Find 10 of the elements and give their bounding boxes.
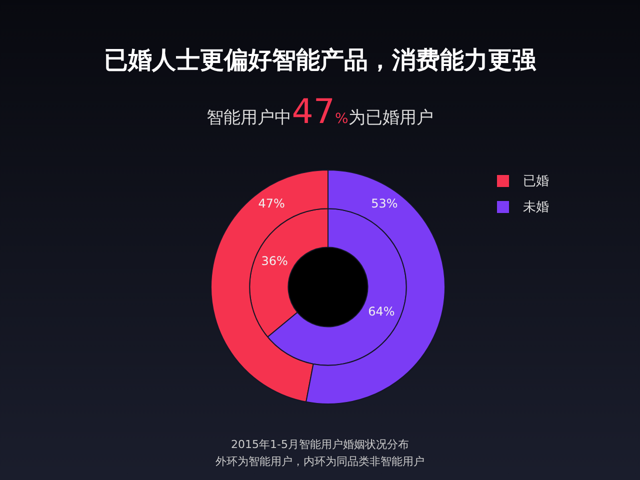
data-label: 53% bbox=[371, 196, 398, 211]
data-label: 36% bbox=[261, 254, 288, 268]
chart-title: 已婚人士更偏好智能产品，消费能力更强 bbox=[103, 45, 538, 76]
slice-label: 未婚 bbox=[523, 199, 549, 216]
text: 2015年1-5月智能用户婚姻状况分布 bbox=[230, 437, 410, 453]
data-label: 47% bbox=[258, 196, 285, 211]
text: 外环为智能用户，内环为同品类非智能用户 bbox=[214, 454, 426, 470]
data-label: 64% bbox=[368, 304, 395, 318]
legend-label: 已婚 bbox=[523, 173, 549, 190]
chart-subtitle: 智能用户中47%为已婚用户 bbox=[206, 92, 434, 132]
